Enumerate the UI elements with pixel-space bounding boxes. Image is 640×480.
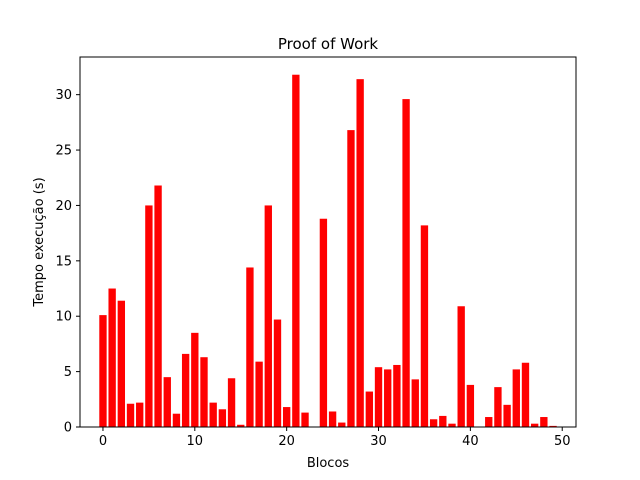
bar-46: [521, 362, 530, 427]
x-tick-label: 50: [554, 434, 571, 449]
x-tick-label: 0: [99, 434, 107, 449]
bar-34: [411, 379, 419, 427]
bar-36: [429, 419, 438, 427]
bar-28: [356, 79, 364, 427]
bars-group: [99, 74, 557, 428]
bar-33: [402, 99, 410, 427]
y-axis-label: Tempo execução (s): [32, 177, 47, 307]
bar-42: [485, 417, 493, 427]
plot-frame: [79, 56, 577, 428]
bar-2: [117, 300, 126, 427]
bar-22: [301, 412, 309, 427]
bar-8: [172, 413, 181, 427]
bar-1: [108, 288, 116, 427]
bar-11: [200, 357, 208, 427]
bar-5: [145, 205, 153, 427]
bar-9: [181, 353, 190, 427]
bar-29: [365, 391, 374, 427]
bar-49: [549, 425, 557, 427]
bar-7: [163, 377, 171, 427]
x-axis-ticks: 0 10 20 30 40 50: [99, 427, 571, 449]
bar-39: [457, 306, 465, 427]
bar-14: [227, 378, 236, 427]
x-tick-label: 10: [187, 434, 204, 449]
bar-10: [191, 332, 199, 427]
bar-43: [494, 387, 502, 427]
x-tick-label: 30: [370, 434, 387, 449]
bar-44: [503, 404, 511, 427]
bar-13: [218, 409, 227, 427]
bar-0: [99, 315, 107, 427]
bar-6: [154, 185, 162, 427]
bar-15: [237, 424, 245, 427]
bar-19: [273, 319, 282, 427]
bar-17: [255, 361, 263, 427]
bar-21: [292, 74, 300, 427]
bar-26: [338, 422, 346, 427]
bar-24: [319, 218, 328, 427]
bar-16: [246, 267, 254, 427]
y-tick-label: 0: [64, 421, 72, 436]
bar-30: [374, 367, 383, 427]
bar-18: [264, 205, 272, 427]
chart-title: Proof of Work: [278, 35, 379, 53]
x-axis-label: Blocos: [307, 456, 350, 471]
y-tick-label: 30: [55, 88, 72, 103]
y-tick-label: 25: [55, 144, 72, 159]
y-tick-label: 20: [55, 199, 72, 214]
bar-35: [420, 225, 429, 427]
bar-12: [209, 402, 217, 427]
bar-27: [347, 130, 355, 428]
bar-31: [384, 369, 392, 427]
y-axis-ticks: 0 5 10 15 20 25 30: [55, 88, 80, 436]
x-tick-label: 20: [278, 434, 295, 449]
bar-4: [136, 402, 144, 427]
y-tick-label: 15: [55, 254, 72, 269]
bar-48: [540, 417, 548, 427]
bar-47: [530, 423, 539, 427]
bar-40: [466, 384, 475, 427]
bar-25: [328, 411, 337, 427]
bar-32: [393, 364, 401, 427]
bar-20: [282, 407, 291, 427]
y-tick-label: 10: [55, 310, 72, 325]
x-tick-label: 40: [462, 434, 479, 449]
bar-3: [126, 403, 135, 427]
bar-45: [512, 369, 520, 427]
y-tick-label: 5: [64, 365, 72, 380]
bar-37: [439, 415, 447, 427]
bar-38: [448, 423, 456, 427]
